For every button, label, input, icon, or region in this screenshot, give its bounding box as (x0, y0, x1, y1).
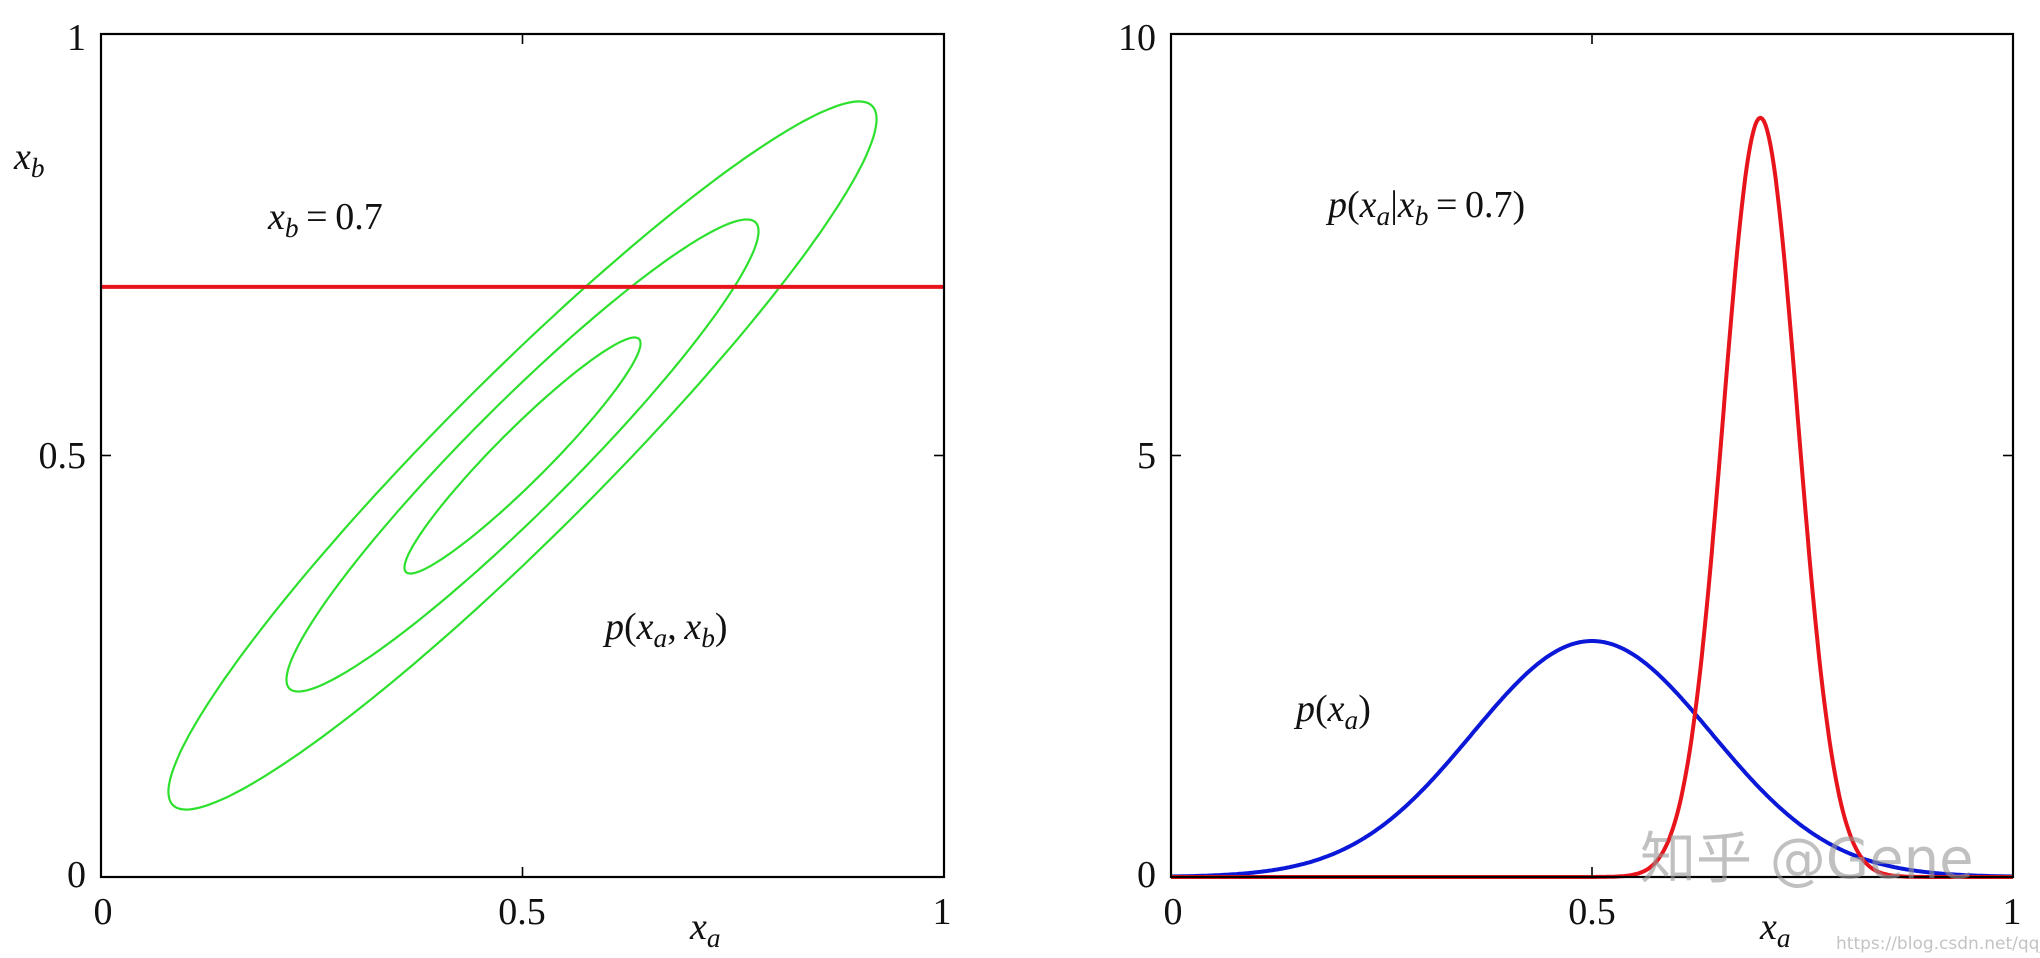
right-xtick-1: 1 (2002, 891, 2022, 933)
left-axes-frame (99, 32, 946, 879)
left-xtick-0: 0 (93, 891, 113, 933)
left-ytick-0.5: 0.5 (38, 435, 87, 477)
watermark-csdn: https://blog.csdn.net/qq_41552508 (1836, 934, 2040, 954)
left-xtick-0.5: 0.5 (498, 891, 546, 933)
annotation-xb-line: xb = 0.7 (268, 196, 383, 244)
series-marginal (1170, 639, 2014, 879)
annotation-conditional: p(xa|xb = 0.7) (1328, 184, 1526, 232)
left-ytick-1: 1 (67, 17, 86, 59)
watermark-zhihu: 知乎 @Gene (1640, 827, 1974, 892)
series-conditional (1170, 115, 2014, 879)
left-xlabel: xa (690, 906, 721, 954)
annotation-joint: p(xa, xb) (605, 606, 728, 654)
left-xtick-1: 1 (932, 891, 952, 933)
contour-1-sigma (403, 336, 642, 575)
left-ytick-0: 0 (67, 854, 86, 896)
right-xlabel: xa (1760, 906, 1791, 954)
right-ytick-10: 10 (1118, 17, 1156, 59)
right-ytick-5: 5 (1137, 435, 1156, 477)
right-xtick-0.5: 0.5 (1568, 891, 1616, 933)
right-xtick-0: 0 (1163, 891, 1183, 933)
annotation-marginal: p(xa) (1296, 688, 1371, 736)
joint-distribution-plot (99, 32, 946, 879)
contour-3-sigma (167, 100, 878, 811)
left-ylabel: xb (14, 136, 45, 184)
marginal-conditional-plot (1169, 32, 2015, 879)
right-axes-frame (1169, 32, 2015, 879)
contour-2-sigma (285, 218, 760, 693)
right-ytick-0: 0 (1137, 854, 1156, 896)
